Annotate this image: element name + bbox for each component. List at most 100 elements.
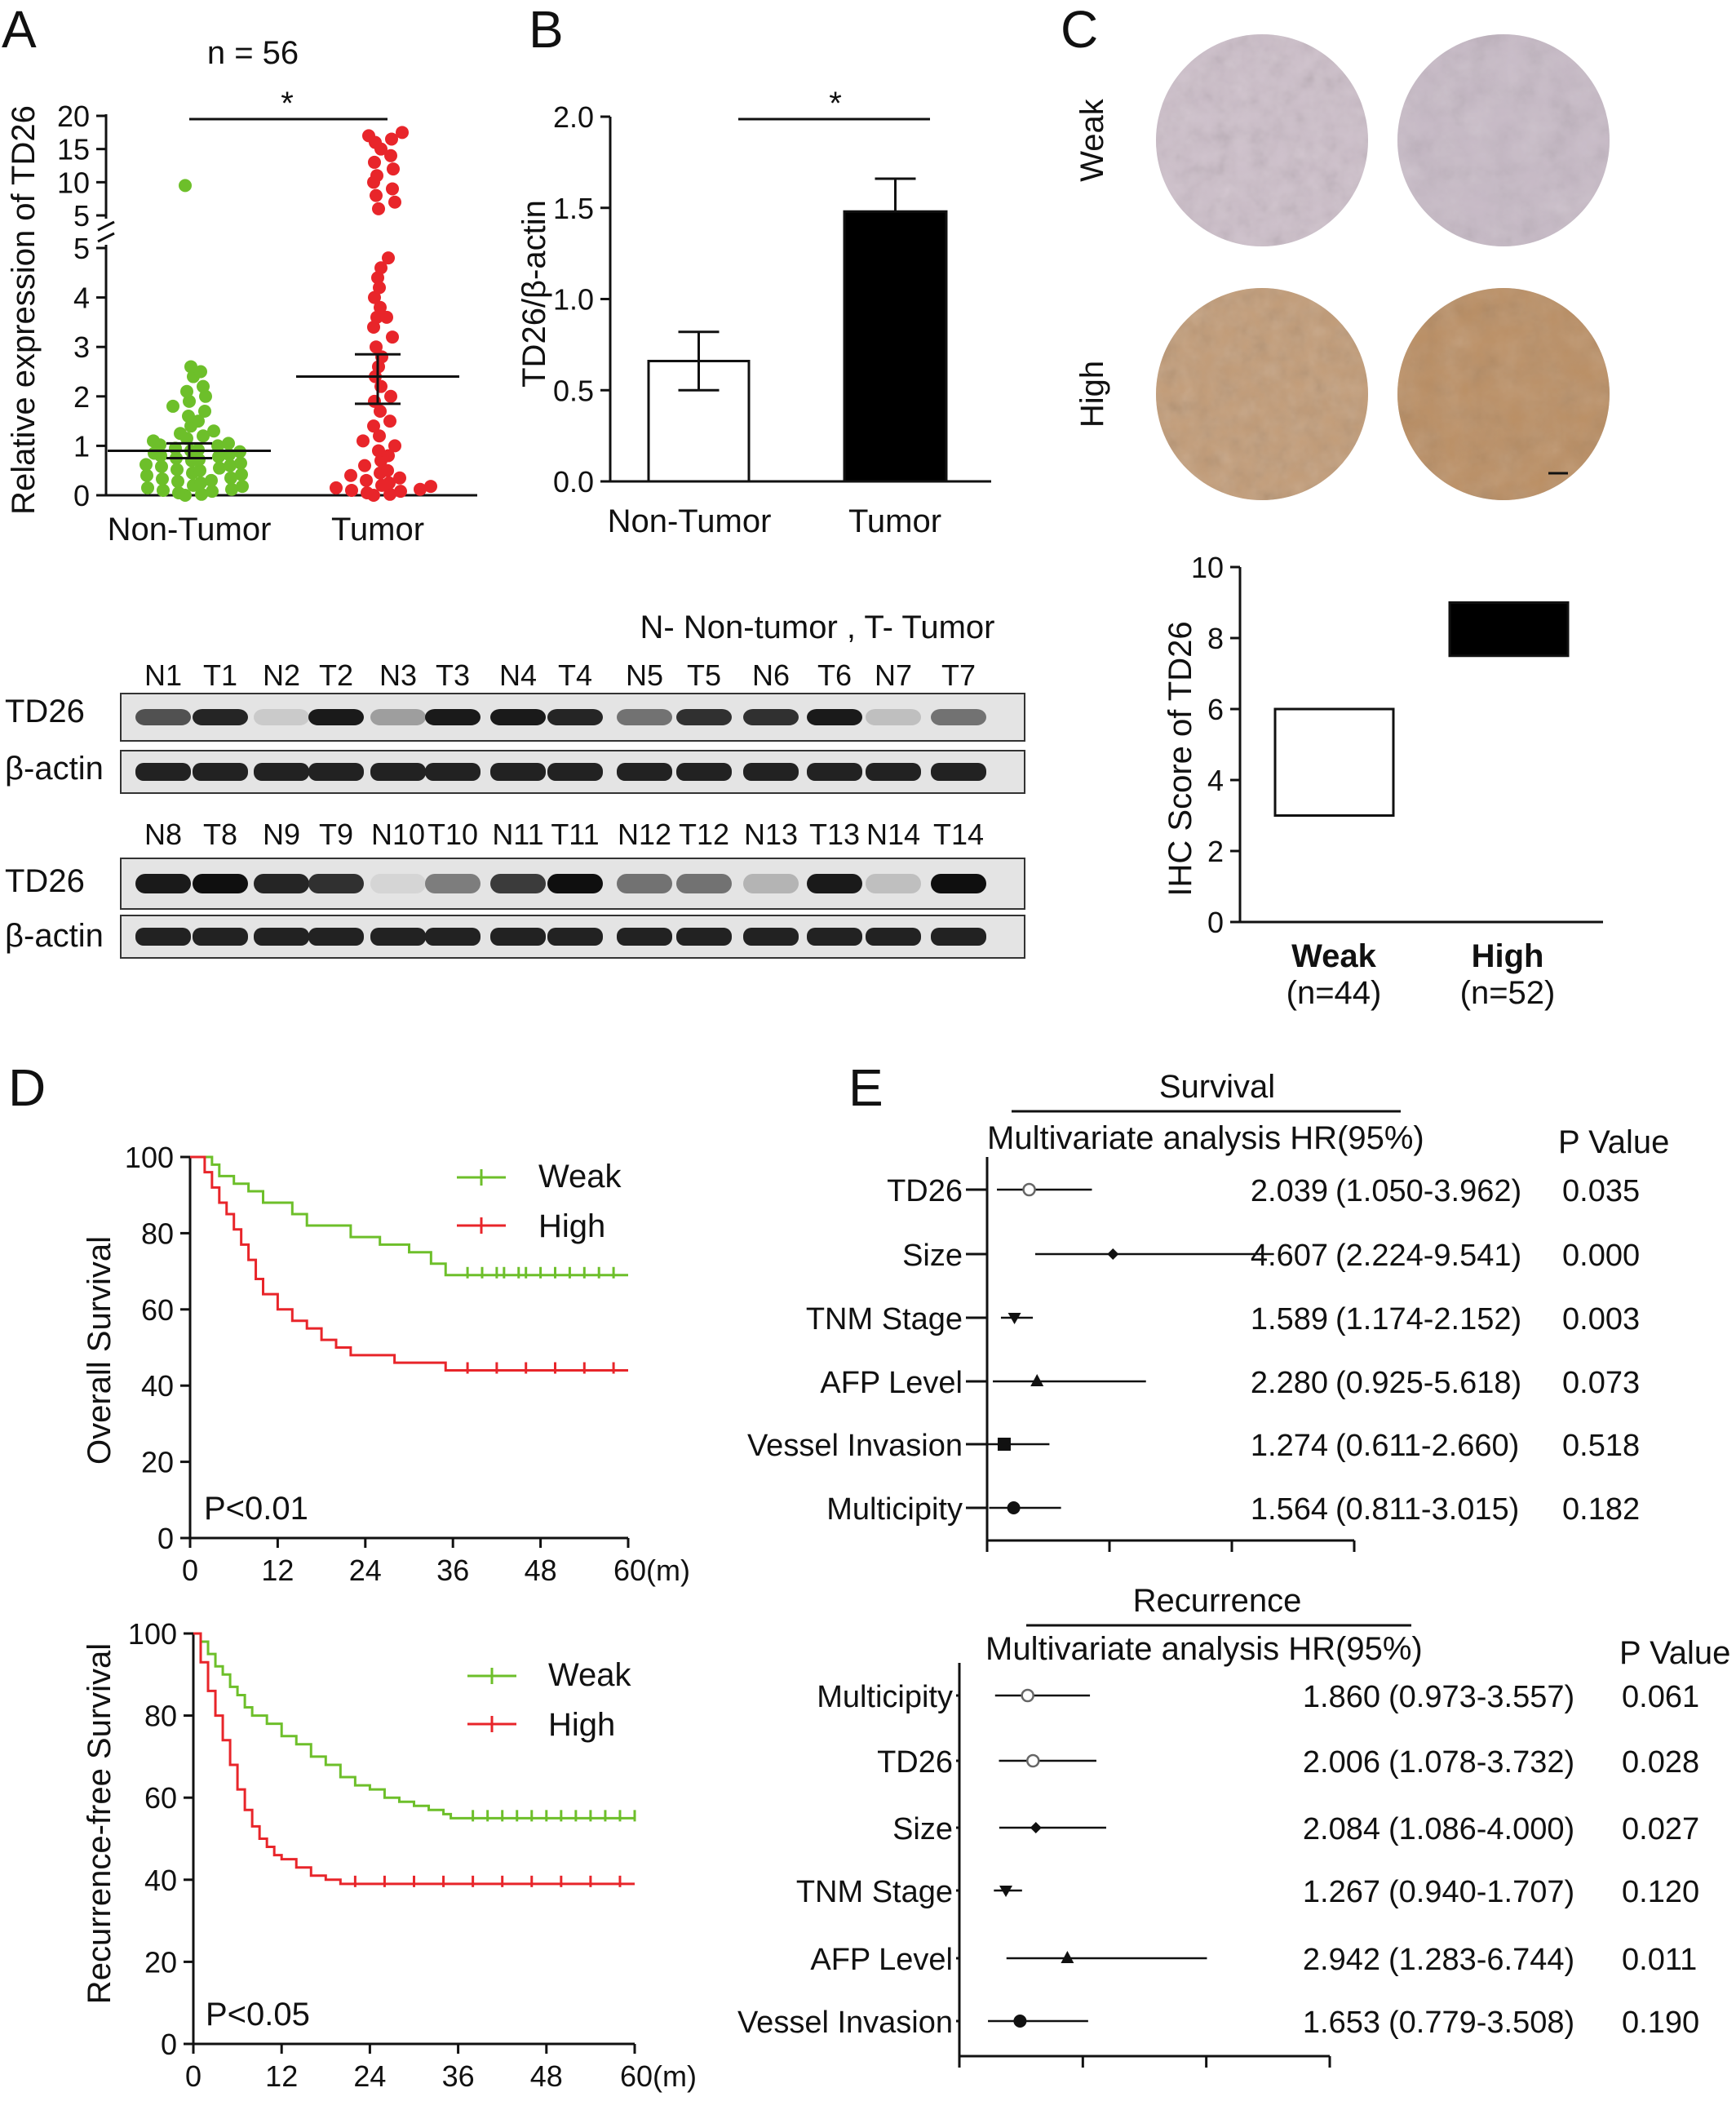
data-point (360, 473, 373, 487)
forest-hr-value: 4.607 (1251, 1239, 1328, 1273)
data-point (361, 485, 374, 499)
forest-row-label: TNM Stage (796, 1875, 953, 1909)
panel-letter-e: E (848, 1058, 884, 1117)
lane-label: N2 (263, 658, 300, 692)
forest-row-label: AFP Level (820, 1366, 963, 1400)
hr-marker (1022, 1182, 1036, 1197)
data-point (387, 162, 400, 176)
panel-e2-subtitle: Multivariate analysis HR(95%) (985, 1631, 1423, 1667)
data-point (381, 463, 394, 477)
data-point (236, 480, 249, 494)
data-point (194, 365, 207, 379)
hr-marker (999, 1886, 1013, 1897)
actin-band (743, 928, 799, 946)
hr-marker (1030, 1374, 1044, 1386)
actin-band (676, 928, 732, 946)
data-point (213, 461, 226, 475)
actin-band (807, 763, 862, 781)
data-point (224, 471, 237, 485)
lane-label: T9 (319, 818, 353, 851)
forest-p-value: 0.518 (1562, 1429, 1640, 1463)
panel-a-ytick-label: 3 (73, 330, 90, 364)
forest-p-value: 0.003 (1562, 1302, 1640, 1336)
panel-a-ytick-label: 1 (73, 429, 90, 463)
data-point (195, 487, 208, 501)
data-point (367, 320, 380, 334)
panel-d1-pvalue: P<0.01 (204, 1491, 308, 1527)
panel-b-ytick-label: 1.0 (553, 283, 594, 317)
data-point (155, 459, 168, 473)
panel-b-ytick-label: 1.5 (553, 192, 594, 225)
panel-b-xlabel-nontumor: Non-Tumor (608, 503, 772, 539)
panel-a-axis-break (97, 232, 115, 243)
lane-label: N4 (499, 658, 537, 692)
lane-label: T10 (427, 818, 478, 851)
data-point (367, 419, 380, 433)
panel-c-xlabel-high: High (1472, 938, 1544, 974)
actin-band (425, 763, 480, 781)
panel-e1-p-header: P Value (1558, 1124, 1669, 1160)
panel-b-bar: TD26/β-actin * Non-Tumor Tumor 0.0 0.5 1.0… (516, 86, 991, 539)
actin-band (617, 763, 672, 781)
panel-c-ytick-label: 4 (1207, 764, 1224, 797)
forest-ci-value: (1.283-6.744) (1388, 1943, 1574, 1977)
blot-legend: N- Non-tumor , T- Tumor (640, 610, 995, 645)
data-point (394, 485, 407, 499)
data-point (382, 449, 395, 463)
km-ytick-label: 20 (141, 1446, 174, 1479)
km-curve (193, 1632, 635, 1820)
ihc-image-high-1 (1156, 288, 1368, 500)
td26-band (547, 874, 603, 893)
data-point (382, 251, 395, 265)
data-point (206, 485, 219, 499)
data-point (385, 132, 398, 146)
lane-label: T4 (558, 658, 592, 692)
data-point (182, 410, 195, 423)
legend-high-label: High (538, 1208, 605, 1244)
panel-d-overall-survival: Overall Survival P<0.01 Weak High 0 20 40 6… (82, 1141, 690, 1587)
lane-label: T7 (941, 658, 976, 692)
data-point (193, 463, 206, 477)
forest-ci-value: (0.811-3.015) (1335, 1492, 1519, 1527)
data-point (179, 179, 192, 193)
forest-p-value: 0.073 (1562, 1366, 1640, 1400)
data-point (368, 155, 381, 169)
data-point (180, 384, 193, 398)
data-point (235, 468, 248, 481)
data-point (380, 310, 393, 324)
panel-a-scatter: n = 56 Relative expression of TD26 * Non… (6, 35, 477, 547)
forest-hr-value: 2.942 (1303, 1943, 1380, 1977)
data-point (183, 394, 196, 408)
data-point (356, 434, 370, 448)
data-point (393, 471, 406, 485)
actin-band (254, 928, 309, 946)
forest-row-label: Vessel Invasion (747, 1429, 963, 1463)
actin-band (547, 928, 603, 946)
forest-row-label: AFP Level (810, 1943, 953, 1977)
panel-b-xlabel-tumor: Tumor (848, 503, 941, 539)
lane-label: N8 (144, 818, 182, 851)
forest-ci-value: (0.973-3.557) (1388, 1680, 1574, 1714)
lane-label: N1 (144, 658, 182, 692)
forest-p-value: 0.182 (1562, 1492, 1640, 1527)
blot-row-label-td26-top: TD26 (5, 694, 85, 729)
forest-row-label: Multicipity (817, 1680, 953, 1714)
forest-hr-value: 1.274 (1251, 1429, 1328, 1463)
data-point (234, 456, 247, 470)
panel-c-n-high: (n=52) (1460, 975, 1556, 1011)
data-point (374, 300, 387, 314)
panel-b-ytick-label: 2.0 (553, 100, 594, 134)
blot-row-label-td26-bottom: TD26 (5, 863, 85, 899)
td26-band (547, 709, 603, 725)
panel-d-recurrence-free-survival: Recurrence-free Survival P<0.05 Weak Hig… (82, 1617, 697, 2093)
panel-d1-ylabel: Overall Survival (82, 1236, 117, 1465)
lane-label: T3 (436, 658, 470, 692)
actin-band (866, 928, 921, 946)
forest-p-value: 0.027 (1622, 1812, 1699, 1846)
panel-b-sig-star: * (829, 86, 842, 122)
forest-p-value: 0.190 (1622, 2006, 1699, 2040)
forest-hr-value: 2.280 (1251, 1366, 1328, 1400)
forest-row-label: TNM Stage (806, 1302, 963, 1336)
td26-band (193, 709, 248, 725)
data-point (386, 182, 399, 196)
